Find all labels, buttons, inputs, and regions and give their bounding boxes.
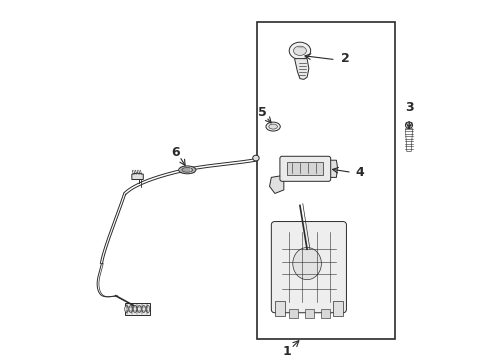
Ellipse shape <box>146 305 149 312</box>
FancyBboxPatch shape <box>279 156 330 181</box>
Bar <box>332 301 342 316</box>
Ellipse shape <box>292 247 321 280</box>
Ellipse shape <box>182 167 192 172</box>
Ellipse shape <box>288 42 310 59</box>
Bar <box>288 309 298 318</box>
Ellipse shape <box>124 305 128 312</box>
Text: 6: 6 <box>171 146 180 159</box>
Bar <box>287 162 323 175</box>
Ellipse shape <box>293 46 306 55</box>
Text: 5: 5 <box>258 107 266 120</box>
Ellipse shape <box>142 305 145 312</box>
Text: 2: 2 <box>340 52 349 65</box>
Ellipse shape <box>252 155 259 161</box>
Polygon shape <box>132 173 143 180</box>
Ellipse shape <box>133 305 137 312</box>
Ellipse shape <box>129 305 132 312</box>
Bar <box>274 301 285 316</box>
Text: 4: 4 <box>355 166 364 179</box>
Ellipse shape <box>265 122 280 131</box>
Ellipse shape <box>405 122 412 129</box>
Text: 3: 3 <box>404 102 412 114</box>
Polygon shape <box>294 59 308 79</box>
Polygon shape <box>269 176 283 193</box>
Bar <box>321 309 330 318</box>
FancyBboxPatch shape <box>271 221 346 313</box>
Bar <box>124 302 149 315</box>
Ellipse shape <box>137 305 141 312</box>
Polygon shape <box>328 160 337 177</box>
Bar <box>305 309 314 318</box>
Text: 1: 1 <box>282 345 290 358</box>
Bar <box>257 22 394 339</box>
Ellipse shape <box>178 166 196 174</box>
Ellipse shape <box>268 124 277 129</box>
